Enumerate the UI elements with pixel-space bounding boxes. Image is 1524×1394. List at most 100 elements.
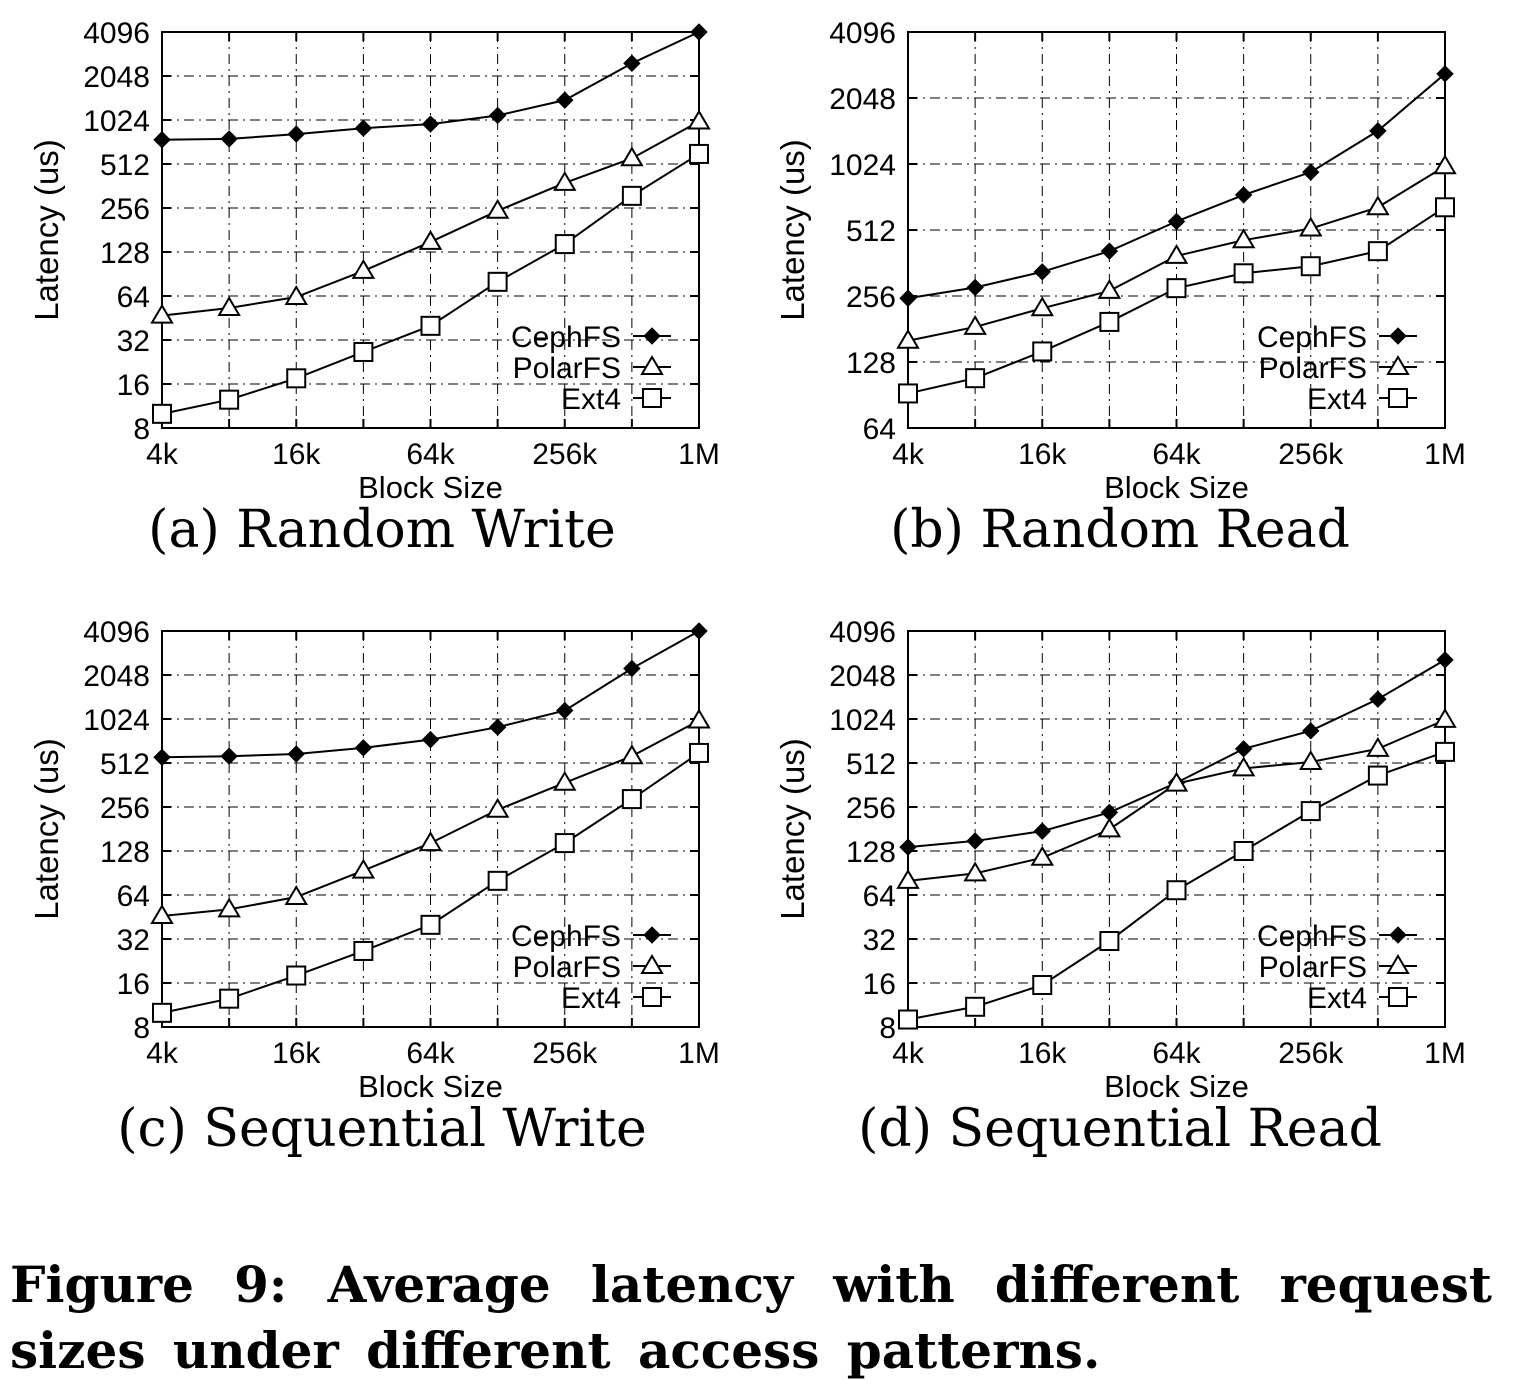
x-tick-label: 64k (1152, 1037, 1201, 1070)
legend-marker-polarfs (640, 954, 664, 974)
subcaption: (b) Random Read (890, 500, 1350, 560)
data-point-cephfs (1033, 263, 1051, 281)
data-point-ext4 (1435, 197, 1455, 218)
data-point-polarfs (1299, 216, 1323, 237)
y-tick-label: 16 (117, 369, 150, 402)
x-tick-label: 256k (532, 438, 598, 471)
data-point-polarfs (1030, 296, 1054, 317)
data-point-cephfs (1369, 122, 1387, 140)
figure-caption: Figure 9: Average latency with different… (10, 1255, 1492, 1380)
data-point-ext4 (1233, 263, 1254, 284)
data-point-cephfs (1436, 651, 1454, 669)
data-point-polarfs (1433, 707, 1457, 728)
data-point-ext4 (286, 965, 307, 986)
y-tick-label: 4096 (83, 616, 150, 649)
chart-panel-0: 8 16 32 64 128 256 512 1024 2048 4096 4k 16k 64k 256k… (28, 17, 720, 560)
data-point-ext4 (152, 1002, 172, 1023)
y-tick-label: 2048 (83, 61, 150, 94)
x-tick-label: 64k (406, 438, 455, 471)
x-axis-label: Block Size (358, 1069, 503, 1104)
data-point-ext4 (689, 143, 709, 164)
data-point-polarfs (418, 229, 443, 250)
legend-label-polarfs: PolarFS (513, 352, 621, 385)
y-tick-label: 2048 (83, 660, 150, 693)
y-tick-label: 256 (100, 193, 150, 226)
chart-panel-3: 8 16 32 64 128 256 512 1024 2048 4096 4k 16k 64k 256k… (774, 616, 1466, 1159)
y-tick-label: 64 (863, 413, 896, 446)
data-point-cephfs (153, 131, 171, 149)
y-tick-label: 1024 (829, 704, 896, 737)
data-point-cephfs (488, 106, 507, 125)
y-tick-label: 4096 (829, 17, 896, 50)
x-tick-label: 256k (1278, 438, 1344, 471)
x-axis-label: Block Size (1104, 1069, 1249, 1104)
x-tick-label: 16k (272, 1037, 321, 1070)
subcaption: (d) Sequential Read (858, 1099, 1382, 1159)
data-point-cephfs (690, 622, 708, 640)
data-point-polarfs (1030, 845, 1054, 866)
y-tick-label: 8 (133, 1012, 150, 1045)
y-tick-label: 128 (846, 347, 896, 380)
x-tick-label: 64k (1152, 438, 1201, 471)
y-tick-label: 64 (863, 880, 896, 913)
data-point-cephfs (1167, 212, 1186, 231)
data-point-cephfs (153, 748, 171, 767)
y-tick-label: 512 (100, 149, 150, 182)
data-point-polarfs (896, 328, 920, 349)
data-point-cephfs (421, 115, 440, 133)
y-tick-label: 128 (100, 836, 150, 869)
data-point-cephfs (556, 91, 574, 109)
legend-label-ext4: Ext4 (1307, 982, 1367, 1015)
data-point-polarfs (963, 314, 987, 335)
legend-label-cephfs: CephFS (511, 920, 621, 953)
y-tick-label: 32 (863, 924, 896, 957)
data-point-cephfs (1100, 242, 1119, 260)
data-point-polarfs (1299, 750, 1323, 771)
legend-marker-ext4 (642, 388, 662, 408)
legend-label-ext4: Ext4 (1307, 383, 1367, 416)
data-point-polarfs (351, 858, 376, 879)
data-point-ext4 (1032, 341, 1053, 362)
data-point-polarfs (620, 744, 644, 765)
legend-marker-ext4 (1388, 987, 1408, 1007)
data-point-ext4 (286, 368, 307, 389)
data-point-polarfs (1097, 817, 1122, 838)
data-point-polarfs (418, 831, 443, 852)
data-point-cephfs (899, 289, 917, 307)
x-tick-label: 16k (1018, 1037, 1067, 1070)
x-tick-label: 1M (678, 1037, 720, 1070)
data-point-cephfs (1234, 186, 1253, 204)
data-point-polarfs (896, 868, 920, 889)
data-point-polarfs (284, 285, 308, 305)
data-point-cephfs (1033, 822, 1051, 840)
x-tick-label: 16k (272, 438, 321, 471)
x-tick-label: 4k (892, 438, 925, 471)
data-point-ext4 (554, 234, 575, 255)
data-point-cephfs (1369, 690, 1387, 708)
y-tick-label: 1024 (829, 149, 896, 182)
y-tick-label: 2048 (829, 660, 896, 693)
data-point-ext4 (621, 185, 642, 206)
data-point-cephfs (623, 659, 641, 678)
y-tick-label: 128 (846, 836, 896, 869)
data-point-polarfs (217, 897, 241, 918)
y-tick-label: 8 (133, 413, 150, 446)
data-point-cephfs (690, 23, 708, 41)
data-point-polarfs (1097, 278, 1122, 299)
y-tick-label: 1024 (83, 105, 150, 138)
legend-marker-ext4 (642, 987, 662, 1007)
x-tick-label: 4k (146, 438, 179, 471)
data-point-polarfs (217, 295, 241, 316)
data-point-ext4 (1367, 765, 1388, 786)
y-tick-label: 32 (117, 924, 150, 957)
data-point-polarfs (687, 109, 711, 130)
data-point-ext4 (1099, 931, 1120, 952)
legend-marker-polarfs (640, 355, 664, 375)
data-point-cephfs (287, 125, 305, 143)
y-tick-label: 256 (846, 792, 896, 825)
data-point-polarfs (485, 198, 510, 219)
data-point-polarfs (620, 146, 644, 167)
data-point-polarfs (485, 797, 510, 818)
data-point-ext4 (898, 383, 918, 404)
